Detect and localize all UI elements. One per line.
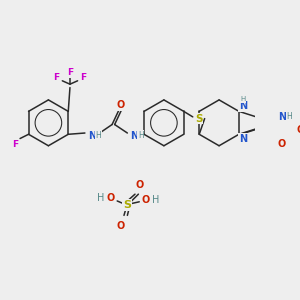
Text: S: S [195,114,202,124]
Text: S: S [123,200,131,210]
Text: O: O [116,100,125,110]
Text: H: H [96,131,101,140]
Text: N: N [239,134,247,143]
Text: N: N [239,101,247,111]
Text: O: O [116,220,125,231]
Text: N: N [130,130,138,141]
Text: N: N [278,112,286,122]
Text: F: F [53,73,59,82]
Text: O: O [277,139,286,149]
Text: O: O [135,180,143,190]
Text: H: H [98,194,105,203]
Text: F: F [67,68,73,77]
Text: H: H [152,195,159,205]
Text: O: O [142,195,150,205]
Text: F: F [12,140,18,149]
Text: N: N [88,130,96,141]
Text: F: F [80,73,87,82]
Text: H: H [286,112,292,122]
Text: O: O [297,124,300,135]
Text: H: H [138,131,144,140]
Text: O: O [106,194,115,203]
Text: H: H [241,97,246,103]
